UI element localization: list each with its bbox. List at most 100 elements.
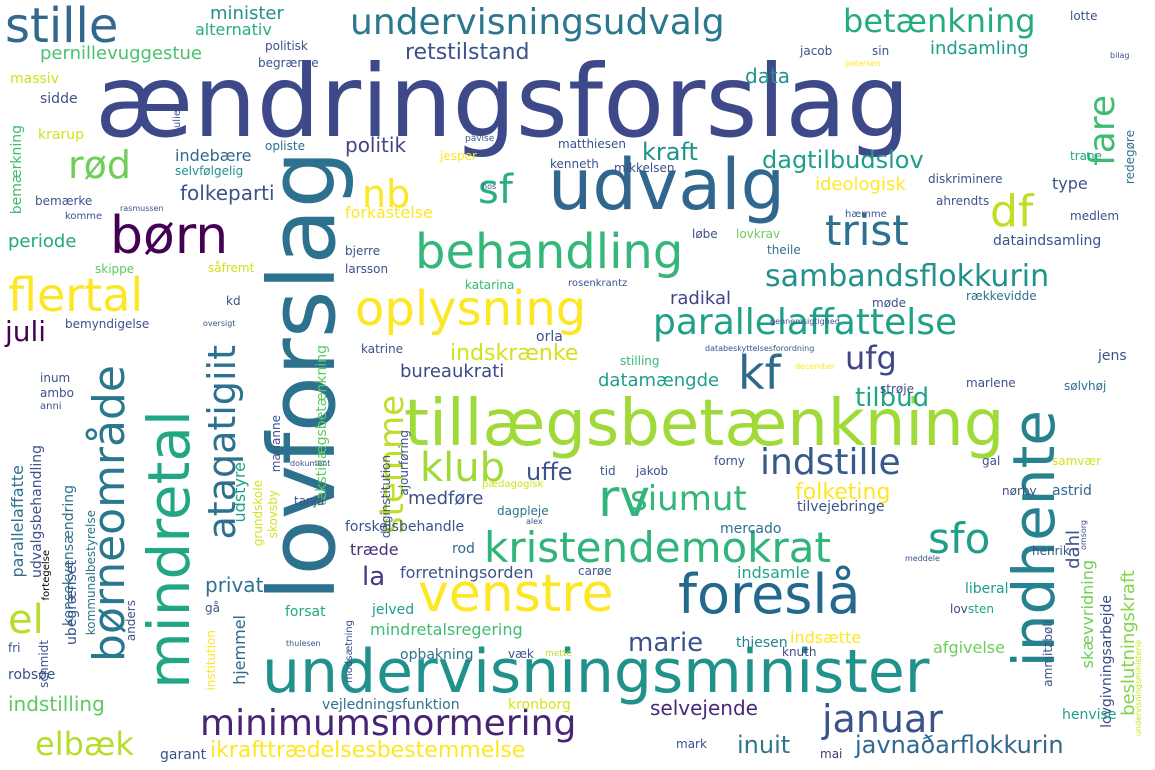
word: indstille <box>760 442 901 483</box>
word: politisk <box>265 39 308 53</box>
word: begrænse <box>258 56 319 70</box>
word: pædagogisk <box>482 479 544 490</box>
word: tilbud <box>855 383 930 413</box>
word: mikkelsen <box>614 161 675 175</box>
word: væk <box>508 647 534 661</box>
word: udstyre <box>230 462 249 523</box>
word: mercado <box>720 521 782 537</box>
word: minister <box>210 3 284 24</box>
word: ubegrænset <box>64 560 80 646</box>
word: nb <box>362 172 411 216</box>
word: forsat <box>285 604 326 620</box>
word: indstilling <box>8 692 105 716</box>
word: juli <box>5 315 47 348</box>
word: data <box>745 64 791 88</box>
word: jens <box>1098 348 1127 364</box>
word: alex <box>526 517 543 526</box>
word: ufg <box>845 339 897 377</box>
word: marie <box>628 628 704 658</box>
word: hjemmel <box>230 615 249 685</box>
word: træde <box>350 540 399 559</box>
word: komme <box>65 211 103 222</box>
word: trist <box>825 206 909 255</box>
word: henrik <box>1032 544 1070 558</box>
word: samvær <box>1052 454 1102 468</box>
word: diskriminere <box>928 172 1003 186</box>
word: datamængde <box>598 370 720 391</box>
word: rækkevidde <box>966 289 1037 303</box>
word: garant <box>160 747 207 763</box>
word: sf <box>478 167 513 213</box>
word: ændringsforslag <box>95 43 911 160</box>
word: parallelaffatte <box>8 465 27 578</box>
word: forkastelse <box>345 203 433 222</box>
word: skævvridning <box>1078 560 1097 669</box>
word: gennemsigtighed <box>770 317 840 326</box>
word: anni <box>40 401 62 412</box>
word: hæmme <box>845 209 887 220</box>
word: forretningsorden <box>400 563 534 582</box>
word: selvfølgelig <box>175 164 244 178</box>
word: minimumsnormering <box>200 703 577 744</box>
word: mindretal <box>135 410 203 689</box>
word: ammitzbøll <box>1041 620 1055 687</box>
word: krarup <box>38 127 84 143</box>
word: rv <box>598 469 651 529</box>
word: bureaukrati <box>400 361 505 382</box>
word: stille <box>5 0 119 54</box>
word: folketing <box>795 480 891 505</box>
word: skovsby <box>266 490 280 539</box>
word: sfo <box>928 514 991 563</box>
word: ideologisk <box>815 174 906 195</box>
word: julie <box>172 110 183 131</box>
word: indskrænke <box>450 341 579 366</box>
word: januar <box>822 697 943 741</box>
word: lotte <box>1070 9 1098 23</box>
word: selvejende <box>650 696 758 720</box>
word: rasmussen <box>120 204 164 213</box>
word: kraft <box>642 138 698 166</box>
word: df <box>990 186 1034 237</box>
word: alternativ <box>195 20 272 39</box>
word: privat <box>205 573 264 597</box>
word: liberal <box>965 581 1009 597</box>
word: tillægsbetænkning <box>404 387 1005 461</box>
word: vejledningsfunktion <box>322 697 460 713</box>
word: kf <box>738 346 781 400</box>
word: lovkrav <box>736 227 781 241</box>
word: mark <box>676 737 707 751</box>
word: katrine <box>361 342 404 356</box>
word: skippe <box>95 262 135 276</box>
word: dagpleje <box>497 504 549 518</box>
word: nørby <box>1002 484 1037 498</box>
word: katarina <box>465 278 515 292</box>
word: mette <box>545 649 572 659</box>
word: fri <box>8 641 21 655</box>
word: larsson <box>345 262 389 276</box>
word: matthiesen <box>558 137 627 151</box>
word: afgivelse <box>933 638 1005 657</box>
word: redegøre <box>1123 130 1137 185</box>
word: javnaðarflokkurin <box>855 731 1064 759</box>
word: henvise <box>1062 707 1117 723</box>
word: tid <box>600 464 616 478</box>
word: inum <box>40 371 71 385</box>
word: petersen <box>845 59 881 68</box>
word: mai <box>820 747 843 761</box>
word: theile <box>767 243 801 257</box>
word: ahrendts <box>936 194 990 208</box>
word: radikal <box>670 288 731 309</box>
word: retstilstand <box>405 40 530 65</box>
word: dataindsamling <box>993 233 1102 249</box>
word: bjerre <box>345 244 381 258</box>
word: indebære <box>175 146 252 165</box>
word: sin <box>872 44 890 58</box>
word: folkeparti <box>180 181 275 205</box>
word: forny <box>714 454 745 468</box>
word: rosenkrantz <box>568 278 628 289</box>
word: bemærkning <box>9 125 25 215</box>
word: ikrafttrædelsesbestemmelse <box>210 738 526 763</box>
word: el <box>8 597 44 643</box>
word: kd <box>226 294 241 308</box>
